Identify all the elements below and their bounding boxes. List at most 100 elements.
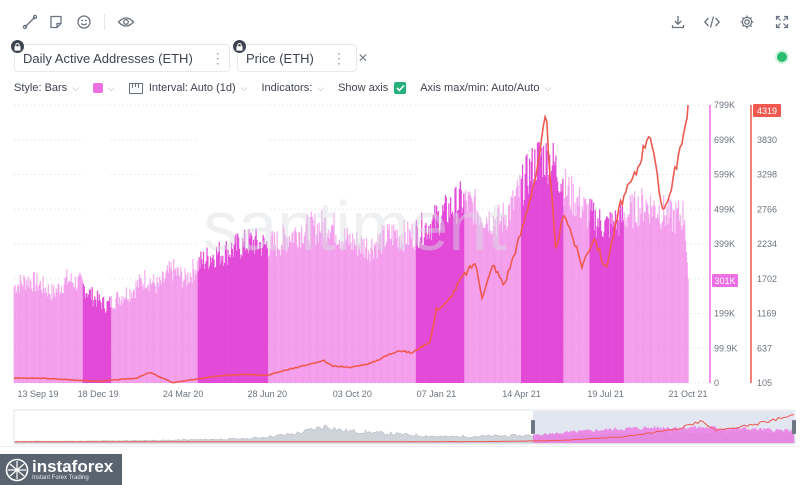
time-navigator[interactable] xyxy=(0,409,800,449)
checkbox-checked-icon[interactable] xyxy=(394,82,407,94)
gear-icon[interactable] xyxy=(737,12,757,32)
address-bar xyxy=(45,287,47,383)
address-bar xyxy=(673,210,675,383)
lock-icon xyxy=(233,40,246,53)
address-bar xyxy=(671,231,674,383)
address-bar xyxy=(92,306,94,383)
address-bar xyxy=(455,186,457,383)
address-bar xyxy=(323,218,326,383)
address-bar xyxy=(186,285,188,383)
address-bar xyxy=(428,226,430,383)
note-icon[interactable] xyxy=(46,12,66,32)
address-bar xyxy=(338,239,341,383)
address-bar xyxy=(549,179,552,383)
address-bar xyxy=(343,244,345,383)
address-bar xyxy=(372,259,375,383)
expand-icon[interactable] xyxy=(772,12,792,32)
address-bar xyxy=(50,300,52,383)
address-bar xyxy=(512,190,514,383)
address-bar xyxy=(275,256,277,383)
address-bar xyxy=(227,249,229,383)
show-axis-toggle[interactable]: Show axis xyxy=(338,82,407,94)
address-bar xyxy=(480,222,482,383)
address-bar xyxy=(197,271,199,383)
address-bar xyxy=(249,238,251,383)
address-bar xyxy=(563,198,566,383)
navigator-handle-left[interactable] xyxy=(531,420,535,434)
address-bar xyxy=(534,149,536,383)
instaforex-wordmark: instaforex xyxy=(32,457,114,476)
address-bar xyxy=(503,215,505,383)
address-bar xyxy=(477,212,479,383)
address-bar xyxy=(123,299,126,383)
address-bar xyxy=(59,294,61,383)
address-bar xyxy=(685,251,688,383)
address-bar xyxy=(540,154,542,383)
code-icon[interactable] xyxy=(702,12,722,32)
address-bar xyxy=(312,219,314,383)
address-bar xyxy=(38,283,41,383)
address-bar xyxy=(393,231,396,383)
metric-tab-price[interactable]: Price (ETH) ⋮ ✕ xyxy=(237,44,368,72)
address-bar xyxy=(73,286,75,383)
address-bar xyxy=(497,208,499,383)
address-bar xyxy=(449,217,451,383)
indicators-select[interactable]: Indicators: ⌵ xyxy=(262,82,325,94)
address-bar xyxy=(303,236,305,383)
address-bar xyxy=(452,216,454,383)
more-options-icon[interactable]: ⋮ xyxy=(331,49,346,66)
color-select[interactable]: ⌵ xyxy=(93,83,115,94)
address-bar xyxy=(420,237,422,383)
address-bar xyxy=(159,280,162,383)
address-bar xyxy=(291,233,293,383)
address-bar xyxy=(97,301,99,383)
style-select[interactable]: Style: Bars ⌵ xyxy=(14,82,79,94)
more-options-icon[interactable]: ⋮ xyxy=(210,49,225,66)
address-bar xyxy=(537,143,539,383)
address-bar xyxy=(26,285,28,383)
address-bar xyxy=(17,285,19,383)
price-tick-label: 2234 xyxy=(757,239,777,249)
address-bar xyxy=(408,228,411,383)
x-tick-label: 13 Sep 19 xyxy=(17,389,58,399)
address-bar xyxy=(360,236,362,383)
address-bar xyxy=(421,245,424,383)
address-bar xyxy=(550,170,553,383)
navigator-handle-right[interactable] xyxy=(792,420,796,434)
address-bar xyxy=(285,236,287,383)
eye-icon[interactable] xyxy=(116,12,136,32)
interval-select[interactable]: Interval: Auto (1d) ⌵ xyxy=(128,82,248,94)
address-bar xyxy=(95,299,97,383)
address-bar xyxy=(198,257,200,383)
address-bar xyxy=(263,237,265,383)
address-bar xyxy=(473,196,475,383)
address-tick-label: 499K xyxy=(714,204,735,214)
address-bar xyxy=(159,276,161,383)
address-bar xyxy=(371,238,373,383)
metric-tab-addresses[interactable]: Daily Active Addresses (ETH) ⋮ ✕ xyxy=(14,44,247,72)
axis-maxmin-select[interactable]: Axis max/min: Auto/Auto ⌵ xyxy=(420,82,551,94)
address-bar xyxy=(308,245,311,383)
close-icon[interactable]: ✕ xyxy=(357,51,368,65)
metric-tab-label: Price (ETH) xyxy=(246,50,314,66)
line-icon[interactable] xyxy=(20,12,40,32)
address-bar xyxy=(524,173,526,383)
address-bar xyxy=(606,217,609,383)
address-bar xyxy=(295,232,298,383)
address-bar xyxy=(74,287,76,383)
address-bar xyxy=(205,261,207,383)
address-bar xyxy=(514,195,516,383)
address-bar xyxy=(162,272,164,383)
address-bar xyxy=(617,220,619,383)
address-bar xyxy=(587,204,589,383)
address-bar xyxy=(166,269,168,383)
address-bar xyxy=(225,241,227,383)
address-bar xyxy=(335,235,337,383)
download-icon[interactable] xyxy=(668,12,688,32)
main-chart[interactable]: santiment 13 Sep 19 18 Dec 19 24 Mar 20 28 … xyxy=(0,0,800,410)
address-bar xyxy=(174,268,177,383)
address-bar xyxy=(296,245,298,383)
smiley-icon[interactable] xyxy=(74,12,94,32)
address-bar xyxy=(613,234,616,383)
address-bar xyxy=(21,284,23,383)
